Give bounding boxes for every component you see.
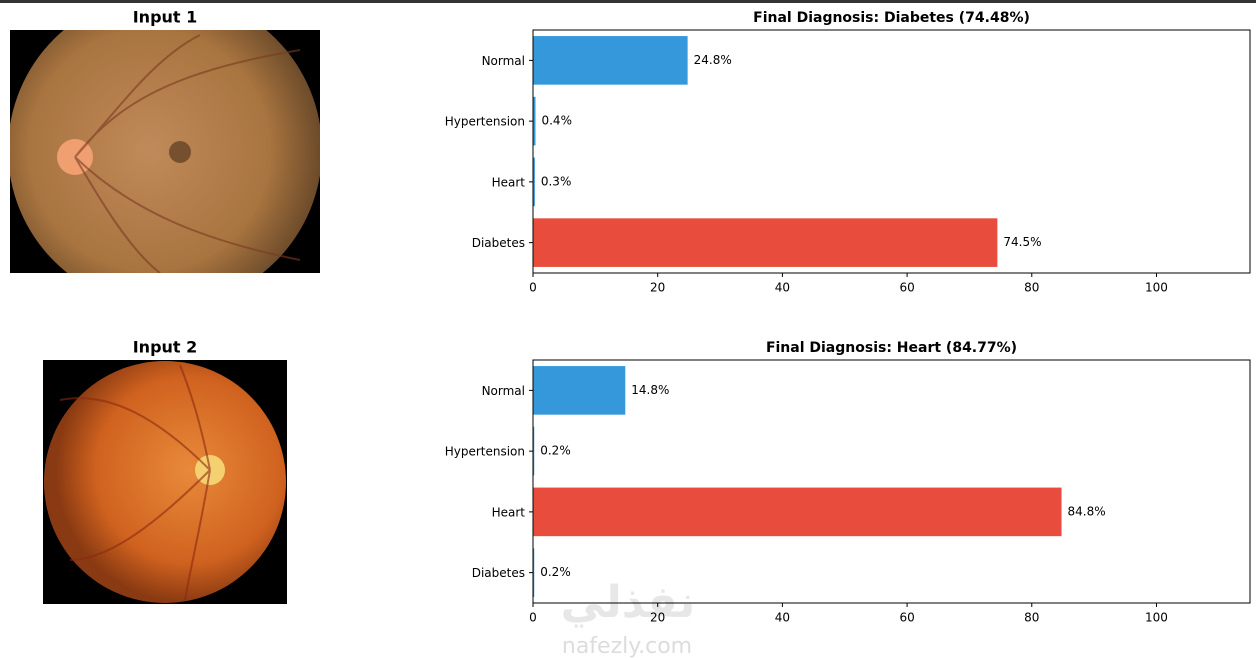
- axes-frame: [532, 29, 1251, 274]
- axes-frame: [532, 359, 1251, 604]
- bar: [533, 366, 626, 415]
- image-title: Input 1: [133, 8, 198, 27]
- x-tick-label: 100: [1145, 281, 1168, 295]
- value-label: 0.3%: [541, 174, 572, 188]
- value-label: 24.8%: [694, 53, 732, 67]
- bar: [533, 157, 535, 207]
- x-tick-label: 0: [529, 611, 537, 625]
- x-tick-label: 0: [529, 281, 537, 295]
- y-tick-label: Hypertension: [445, 115, 525, 129]
- bar: [533, 36, 688, 85]
- y-tick-label: Normal: [482, 54, 525, 68]
- chart-title: Final Diagnosis: Heart (84.77%): [766, 340, 1017, 356]
- fundus-image: [10, 30, 320, 273]
- value-label: 0.2%: [540, 565, 571, 579]
- top-border: [0, 0, 1256, 3]
- y-tick-label: Normal: [482, 384, 525, 398]
- watermark-site: nafezly.com: [562, 634, 692, 659]
- x-tick-label: 40: [775, 611, 790, 625]
- y-tick-label: Diabetes: [472, 236, 525, 250]
- x-tick-label: 60: [899, 611, 914, 625]
- y-tick-label: Heart: [492, 175, 526, 189]
- value-label: 84.8%: [1068, 504, 1106, 518]
- y-tick-label: Heart: [492, 505, 526, 519]
- image-title: Input 2: [133, 338, 198, 357]
- fundus-image: [43, 360, 287, 604]
- x-tick-label: 60: [899, 281, 914, 295]
- value-label: 0.4%: [541, 114, 572, 128]
- value-label: 0.2%: [540, 444, 571, 458]
- value-label: 14.8%: [631, 383, 669, 397]
- x-tick-label: 100: [1145, 611, 1168, 625]
- y-tick-label: Hypertension: [445, 445, 525, 459]
- bar: [533, 96, 536, 146]
- y-tick-label: Diabetes: [472, 566, 525, 580]
- bar: [533, 487, 1062, 537]
- x-tick-label: 80: [1024, 611, 1039, 625]
- x-tick-label: 20: [650, 281, 665, 295]
- bar: [533, 218, 998, 267]
- bar: [533, 426, 535, 476]
- chart-title: Final Diagnosis: Diabetes (74.48%): [753, 10, 1030, 26]
- x-tick-label: 40: [775, 281, 790, 295]
- value-label: 74.5%: [1003, 235, 1041, 249]
- x-tick-label: 80: [1024, 281, 1039, 295]
- x-tick-label: 20: [650, 611, 665, 625]
- bar: [533, 548, 535, 597]
